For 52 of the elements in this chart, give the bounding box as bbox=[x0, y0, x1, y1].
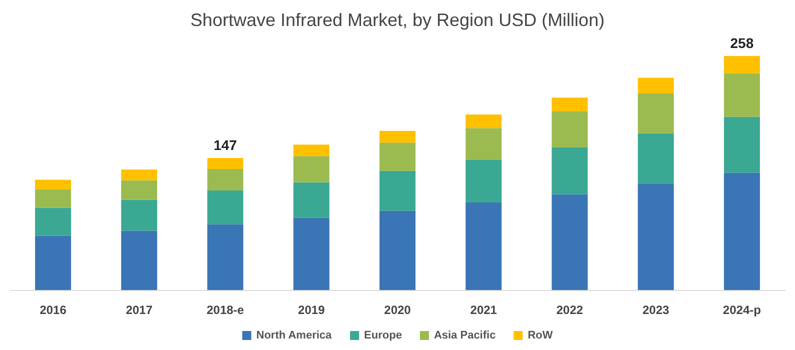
bar bbox=[380, 170, 416, 211]
x-tick-label: 2021 bbox=[470, 303, 498, 317]
bar bbox=[121, 180, 158, 200]
legend-label: North America bbox=[256, 330, 333, 342]
bar bbox=[380, 142, 416, 171]
x-tick-label: 2017 bbox=[126, 303, 153, 317]
bar bbox=[293, 156, 330, 182]
bar bbox=[121, 169, 158, 180]
bar bbox=[207, 190, 244, 224]
x-tick-label: 2016 bbox=[40, 303, 67, 317]
bar bbox=[35, 180, 72, 190]
bar bbox=[638, 133, 674, 184]
bar bbox=[293, 182, 330, 218]
legend-label: RoW bbox=[528, 330, 554, 342]
x-tick-label: 2024-p bbox=[722, 303, 761, 317]
bar bbox=[466, 160, 502, 202]
x-tick-label: 2019 bbox=[298, 303, 326, 317]
bar bbox=[724, 73, 760, 117]
x-tick-label: 2023 bbox=[642, 303, 670, 317]
bar bbox=[552, 98, 588, 112]
bar bbox=[724, 172, 760, 290]
bar bbox=[207, 224, 244, 290]
x-tick-label: 2020 bbox=[384, 303, 412, 317]
bar bbox=[207, 169, 244, 191]
bar bbox=[552, 147, 588, 194]
bar bbox=[207, 158, 244, 170]
bar bbox=[35, 208, 72, 236]
bar bbox=[552, 111, 588, 148]
legend-label: Europe bbox=[364, 330, 402, 342]
bar bbox=[121, 230, 158, 290]
bar bbox=[638, 184, 674, 290]
legend-label: Asia Pacific bbox=[434, 330, 496, 342]
bar bbox=[638, 93, 674, 134]
annotation: 147 bbox=[214, 137, 238, 154]
bar bbox=[380, 130, 416, 143]
x-tick-label: 2022 bbox=[556, 303, 584, 317]
bar bbox=[466, 202, 502, 290]
bar bbox=[724, 56, 760, 74]
annotation: 258 bbox=[730, 35, 754, 51]
bar bbox=[466, 128, 502, 160]
bar bbox=[35, 189, 72, 208]
bar bbox=[293, 144, 330, 156]
bar bbox=[380, 210, 416, 290]
bar bbox=[552, 194, 588, 290]
bar bbox=[466, 114, 502, 128]
bar bbox=[638, 78, 674, 94]
chart-title: Shortwave Infrared Market, by Region USD (Million) bbox=[190, 10, 605, 30]
bar bbox=[35, 236, 72, 290]
bar bbox=[293, 218, 330, 290]
bar bbox=[121, 200, 158, 231]
bar bbox=[724, 116, 760, 173]
x-tick-label: 2018-e bbox=[206, 303, 244, 317]
